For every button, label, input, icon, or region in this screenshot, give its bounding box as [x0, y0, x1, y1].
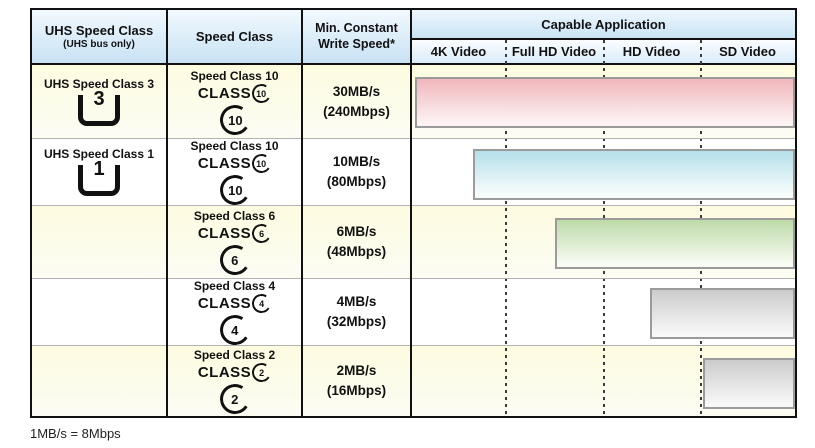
speed-value: 30MB/s — [332, 83, 381, 99]
class-logo: CLASS 4 — [198, 291, 273, 315]
class-logo: CLASS 2 — [198, 360, 273, 384]
write-speed-cell: 2MB/s (16Mbps) — [303, 345, 410, 416]
footnote: 1MB/s = 8Mbps — [30, 426, 121, 441]
application-subheaders: 4K Video Full HD Video HD Video SD Video — [412, 40, 795, 63]
speed-value: 10MB/s — [332, 153, 381, 169]
subheader-4k-video: 4K Video — [430, 44, 487, 59]
column-separator — [301, 10, 303, 416]
speed-mbps: (240Mbps) — [323, 103, 390, 119]
header-speed-class: Speed Class — [168, 10, 301, 63]
row-separator — [32, 345, 795, 346]
capable-header-background — [412, 10, 795, 38]
write-speed-cell: 10MB/s (80Mbps) — [303, 138, 410, 205]
speed-class-label: Speed Class 4 — [193, 278, 276, 293]
speed-mbps: (80Mbps) — [326, 173, 387, 189]
row-separator — [32, 278, 795, 279]
uhs-class-label: UHS Speed Class 1 — [43, 147, 155, 161]
class-ring-icon: 10 — [250, 81, 273, 105]
class-ring-icon: 4 — [250, 291, 273, 315]
header-write-speed: Min. Constant Write Speed* — [303, 10, 410, 63]
speed-value: 2MB/s — [336, 362, 377, 378]
subheader-full-hd-video: Full HD Video — [511, 44, 597, 59]
speed-class-label: Speed Class 2 — [193, 347, 276, 362]
class-ring-icon: 2 — [216, 380, 253, 417]
row-separator — [32, 205, 795, 206]
capability-bar-uhs3 — [415, 77, 795, 128]
write-speed-cell: 30MB/s (240Mbps) — [303, 65, 410, 138]
uhs-u1-icon: 1 — [78, 158, 120, 196]
uhs-cell-empty — [32, 278, 166, 345]
speed-value: 6MB/s — [336, 223, 377, 239]
header-capable-application: Capable Application — [541, 16, 666, 32]
subheader-hd-video: HD Video — [622, 44, 681, 59]
subheader-sd-video: SD Video — [719, 44, 776, 59]
class-logo: CLASS 10 — [198, 81, 273, 105]
capability-bar-class4 — [650, 288, 795, 339]
capability-bar-uhs1 — [473, 149, 795, 200]
uhs-cell-empty — [32, 345, 166, 416]
header-background — [32, 10, 412, 63]
speed-class-table: UHS Speed Class (UHS bus only) Speed Cla… — [30, 8, 797, 418]
class-ring-icon: 6 — [250, 221, 273, 245]
header-title-line2: Write Speed* — [318, 36, 395, 51]
class-ring-icon: 10 — [216, 101, 253, 138]
speed-mbps: (48Mbps) — [326, 243, 387, 259]
speed-class-cell: Speed Class 10 CLASS 10 10 — [168, 65, 301, 138]
write-speed-cell: 4MB/s (32Mbps) — [303, 278, 410, 345]
speed-mbps: (32Mbps) — [326, 313, 387, 329]
capability-bar-class6 — [555, 218, 795, 269]
class-logo: CLASS 10 — [198, 151, 273, 175]
speed-value: 4MB/s — [336, 293, 377, 309]
speed-class-cell: Speed Class 10 CLASS 10 10 — [168, 138, 301, 208]
header-title: UHS Speed Class — [44, 23, 154, 38]
uhs-u3-icon: 3 — [78, 88, 120, 126]
speed-class-label: Speed Class 6 — [193, 208, 276, 223]
write-speed-cell: 6MB/s (48Mbps) — [303, 205, 410, 278]
row-background — [32, 345, 795, 416]
column-separator — [410, 10, 412, 416]
uhs-cell: UHS Speed Class 1 1 — [32, 138, 166, 205]
divider — [412, 38, 795, 40]
uhs-cell: UHS Speed Class 3 3 — [32, 65, 166, 138]
header-title: Speed Class — [195, 29, 274, 44]
speed-class-label: Speed Class 10 — [190, 138, 279, 153]
class-logo: CLASS 6 — [198, 221, 273, 245]
divider — [32, 63, 795, 65]
class-ring-icon: 10 — [216, 171, 253, 208]
row-separator — [32, 138, 795, 139]
header-subtitle: (UHS bus only) — [63, 39, 135, 50]
speed-class-cell: Speed Class 6 CLASS 6 6 — [168, 205, 301, 278]
speed-class-cell: Speed Class 2 CLASS 2 2 — [168, 345, 301, 417]
uhs-cell-empty — [32, 205, 166, 278]
speed-class-cell: Speed Class 4 CLASS 4 4 — [168, 278, 301, 348]
dotted-column-separator — [505, 40, 507, 416]
speed-class-label: Speed Class 10 — [190, 68, 279, 83]
header-uhs-speed-class: UHS Speed Class (UHS bus only) — [32, 10, 166, 63]
header-title-line1: Min. Constant — [315, 20, 398, 35]
class-ring-icon: 4 — [216, 311, 253, 348]
class-ring-icon: 6 — [216, 241, 253, 278]
uhs-class-label: UHS Speed Class 3 — [43, 77, 155, 91]
class-ring-icon: 2 — [250, 360, 273, 384]
class-ring-icon: 10 — [250, 151, 273, 175]
capability-bar-class2 — [703, 358, 795, 409]
column-separator — [166, 10, 168, 416]
speed-mbps: (16Mbps) — [326, 382, 387, 398]
